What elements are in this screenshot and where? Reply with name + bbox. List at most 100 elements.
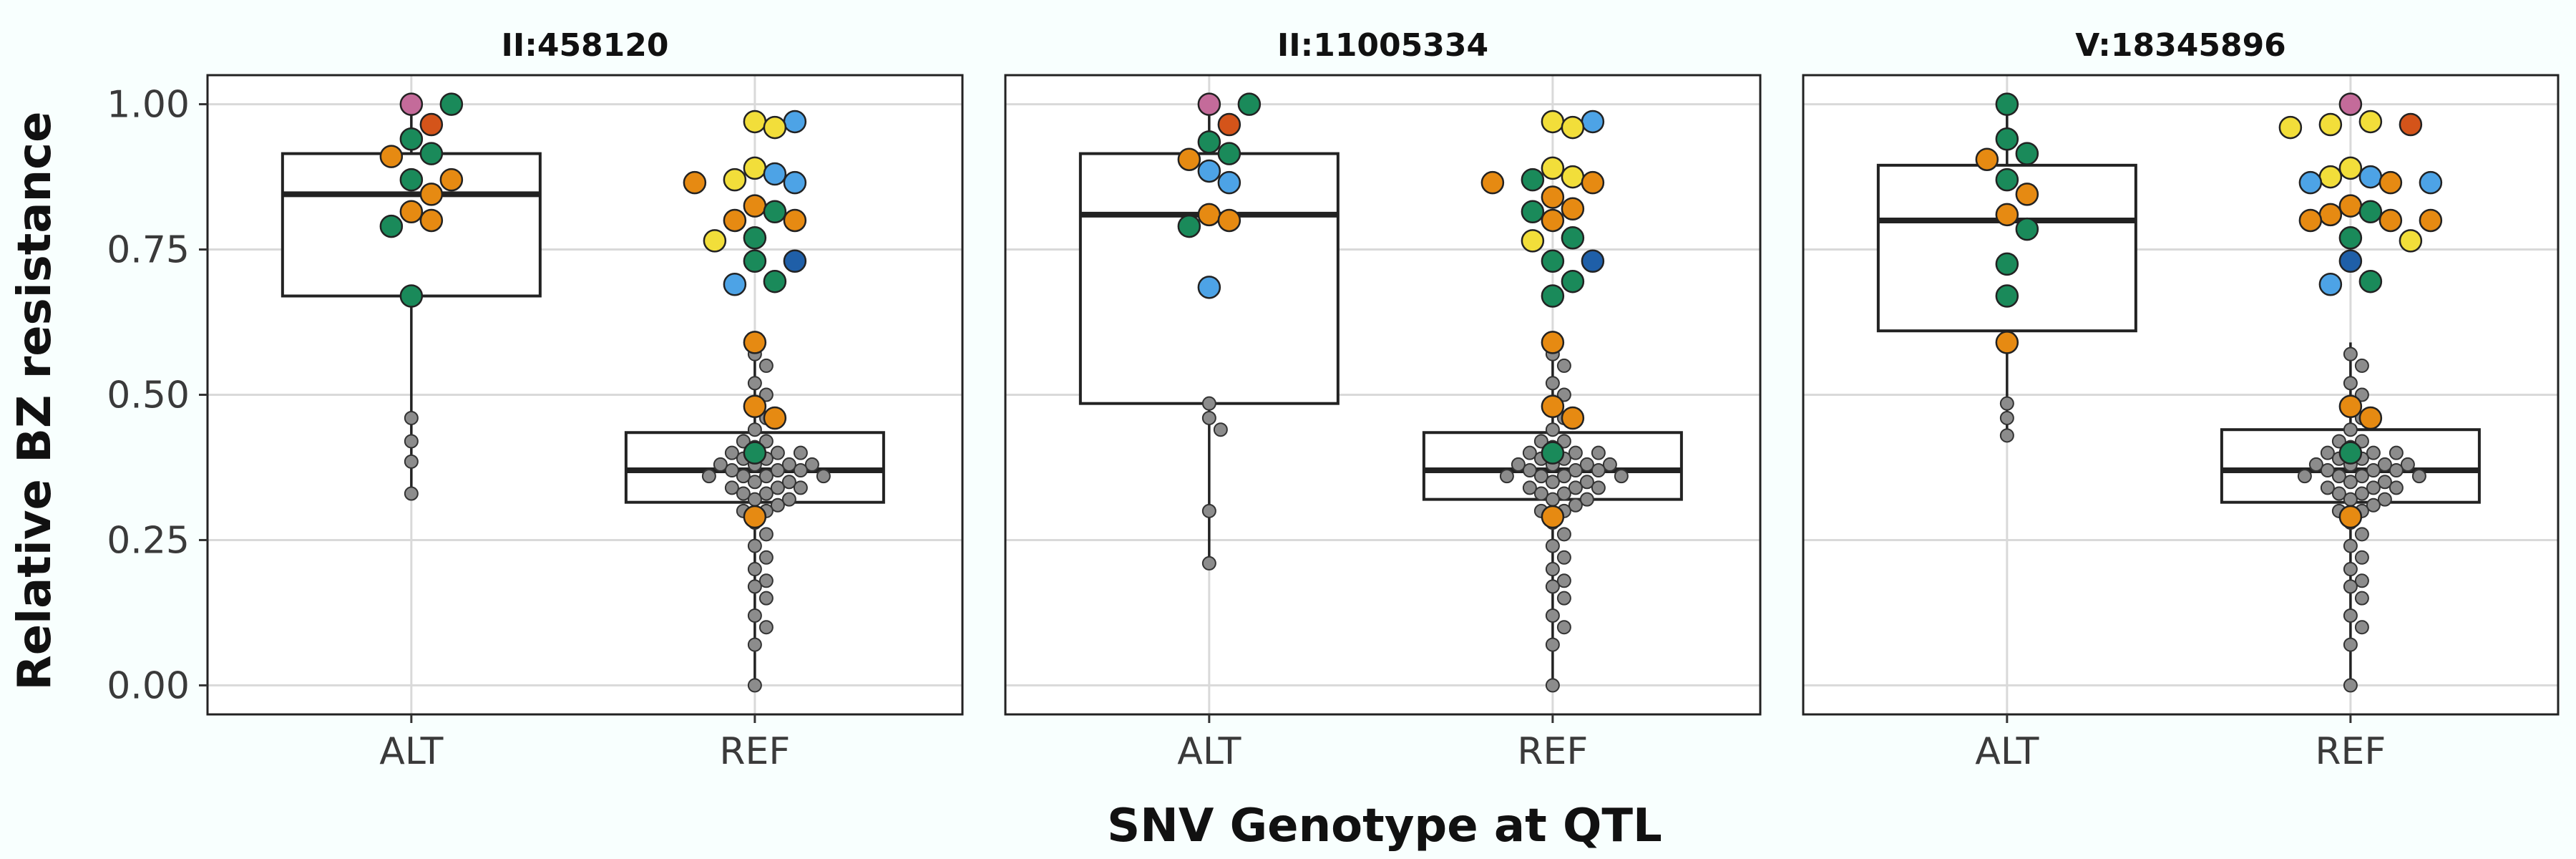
grey-point (770, 498, 785, 513)
grey-point (2308, 457, 2323, 472)
point-pink (399, 92, 424, 116)
x-tick-label: REF (1517, 730, 1588, 773)
grey-point (2320, 445, 2335, 460)
grey-point (1545, 637, 1560, 652)
grey-point (781, 457, 796, 472)
grey-point (758, 550, 774, 565)
grey-point (1579, 492, 1594, 507)
point-green (763, 269, 787, 293)
grey-point (1201, 503, 1216, 518)
point-blue (2318, 273, 2343, 296)
grey-point (736, 486, 751, 501)
point-yellow (723, 168, 747, 192)
point-green (1541, 284, 1565, 308)
grey-point (1568, 445, 1583, 460)
point-green (1237, 92, 1262, 116)
grey-point (1568, 480, 1583, 495)
point-orange (743, 505, 767, 529)
x-tick-label: ALT (379, 730, 443, 773)
y-tick-label: 0.00 (107, 664, 190, 707)
grey-point (2377, 457, 2392, 472)
grey-point (2354, 434, 2369, 449)
point-yellow (2318, 112, 2343, 137)
grey-point (1614, 469, 1629, 484)
grey-point (758, 469, 774, 484)
point-blue (2419, 170, 2443, 195)
grey-point (2331, 486, 2346, 501)
grey-point (1556, 591, 1571, 606)
point-orange (2338, 394, 2363, 418)
grey-point (2354, 620, 2369, 635)
point-yellow (1561, 165, 1585, 189)
grey-point (804, 457, 819, 472)
grey-point (1545, 538, 1560, 553)
point-green (2015, 142, 2039, 165)
grey-point (758, 434, 774, 449)
point-yellow (743, 156, 767, 180)
grey-point (758, 573, 774, 588)
grey-point (1511, 457, 1526, 472)
point-blue (763, 162, 787, 186)
grey-point (1545, 376, 1560, 391)
grey-point (701, 469, 716, 484)
point-yellow (703, 229, 727, 253)
grey-point (1568, 498, 1583, 513)
grey-point (770, 480, 785, 495)
grey-point (1499, 469, 1514, 484)
point-orange (439, 168, 464, 192)
point-green (2338, 441, 2363, 465)
point-orange (743, 194, 767, 218)
point-orange (2419, 208, 2443, 233)
y-tick-label: 0.50 (107, 374, 190, 417)
point-green (1521, 168, 1545, 192)
point-green (379, 214, 404, 238)
point-orange (723, 208, 747, 233)
grey-point (2411, 469, 2426, 484)
point-green (1995, 127, 2019, 151)
point-green (1561, 226, 1585, 250)
point-green (399, 127, 424, 151)
point-green (1995, 92, 2019, 116)
grey-point (2366, 445, 2381, 460)
grey-point (747, 492, 762, 507)
grey-point (1545, 562, 1560, 577)
grey-point (2366, 463, 2381, 478)
x-tick-label: ALT (1177, 730, 1241, 773)
grey-point (724, 480, 739, 495)
point-green (1521, 200, 1545, 224)
grey-point (1999, 428, 2014, 443)
point-orange (2358, 406, 2383, 430)
grey-point (2389, 480, 2404, 495)
grey-point (1545, 608, 1560, 623)
grey-point (816, 469, 831, 484)
grey-point (724, 463, 739, 478)
grey-point (404, 454, 419, 469)
grey-point (2354, 573, 2369, 588)
point-green (1995, 168, 2019, 192)
grey-point (793, 445, 808, 460)
point-orange (2318, 203, 2343, 227)
grey-point (747, 637, 762, 652)
y-tick-label: 1.00 (107, 84, 190, 127)
grey-point (2331, 469, 2346, 484)
x-tick-label: REF (719, 730, 790, 773)
grey-point (1579, 475, 1594, 490)
facet-title: II:458120 (501, 27, 668, 64)
point-green (2358, 200, 2383, 224)
y-axis-title: Relative BZ resistance (9, 112, 62, 691)
facet-title: V:18345896 (2075, 27, 2286, 64)
grey-point (1556, 620, 1571, 635)
point-yellow (2358, 110, 2383, 134)
grey-point (1533, 486, 1548, 501)
grey-point (747, 608, 762, 623)
grey-point (736, 469, 751, 484)
point-blue (1197, 276, 1221, 299)
point-pink (1197, 92, 1221, 116)
point-green (1995, 284, 2019, 308)
point-orange (1995, 203, 2019, 227)
grey-point (1579, 457, 1594, 472)
grey-point (2343, 346, 2358, 361)
point-red (2399, 112, 2423, 137)
grey-point (2343, 475, 2358, 490)
grey-point (1556, 358, 1571, 373)
